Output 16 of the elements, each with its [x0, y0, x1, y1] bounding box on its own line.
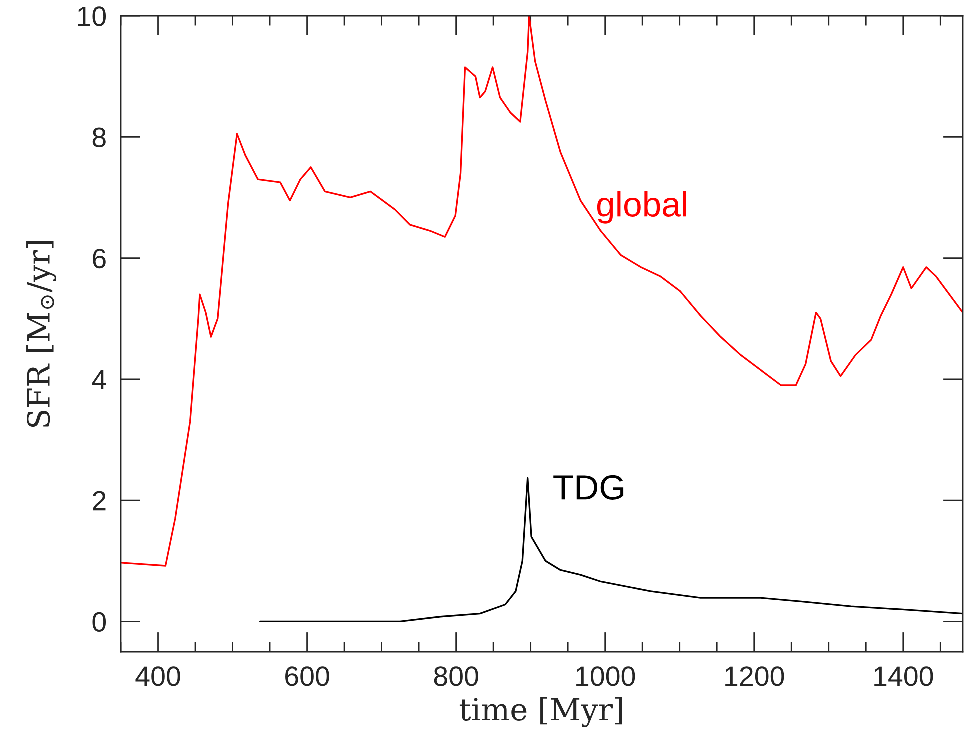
x-tick-label: 400: [136, 666, 180, 686]
y-axis-title: SFR [M$_{⊙}$/yr]: [26, 241, 57, 428]
y-tick-label: 4: [92, 370, 106, 390]
y-tick-label: 6: [93, 248, 106, 269]
x-tick-label: 1200: [726, 666, 784, 686]
x-tick-label: 600: [286, 666, 330, 686]
x-tick-label: 1400: [874, 666, 934, 686]
y-tick-label: 8: [92, 128, 106, 148]
x-tick-label: 1000: [576, 666, 636, 686]
x-tick-label: 800: [434, 666, 478, 686]
y-tick-label: 2: [93, 491, 106, 511]
y-tick-label: 10: [78, 6, 106, 26]
series-label: global: [597, 191, 686, 224]
series-label: TDG: [554, 475, 624, 500]
y-tick-label: 0: [92, 612, 106, 632]
x-axis-title: time [Myr]: [460, 697, 622, 728]
